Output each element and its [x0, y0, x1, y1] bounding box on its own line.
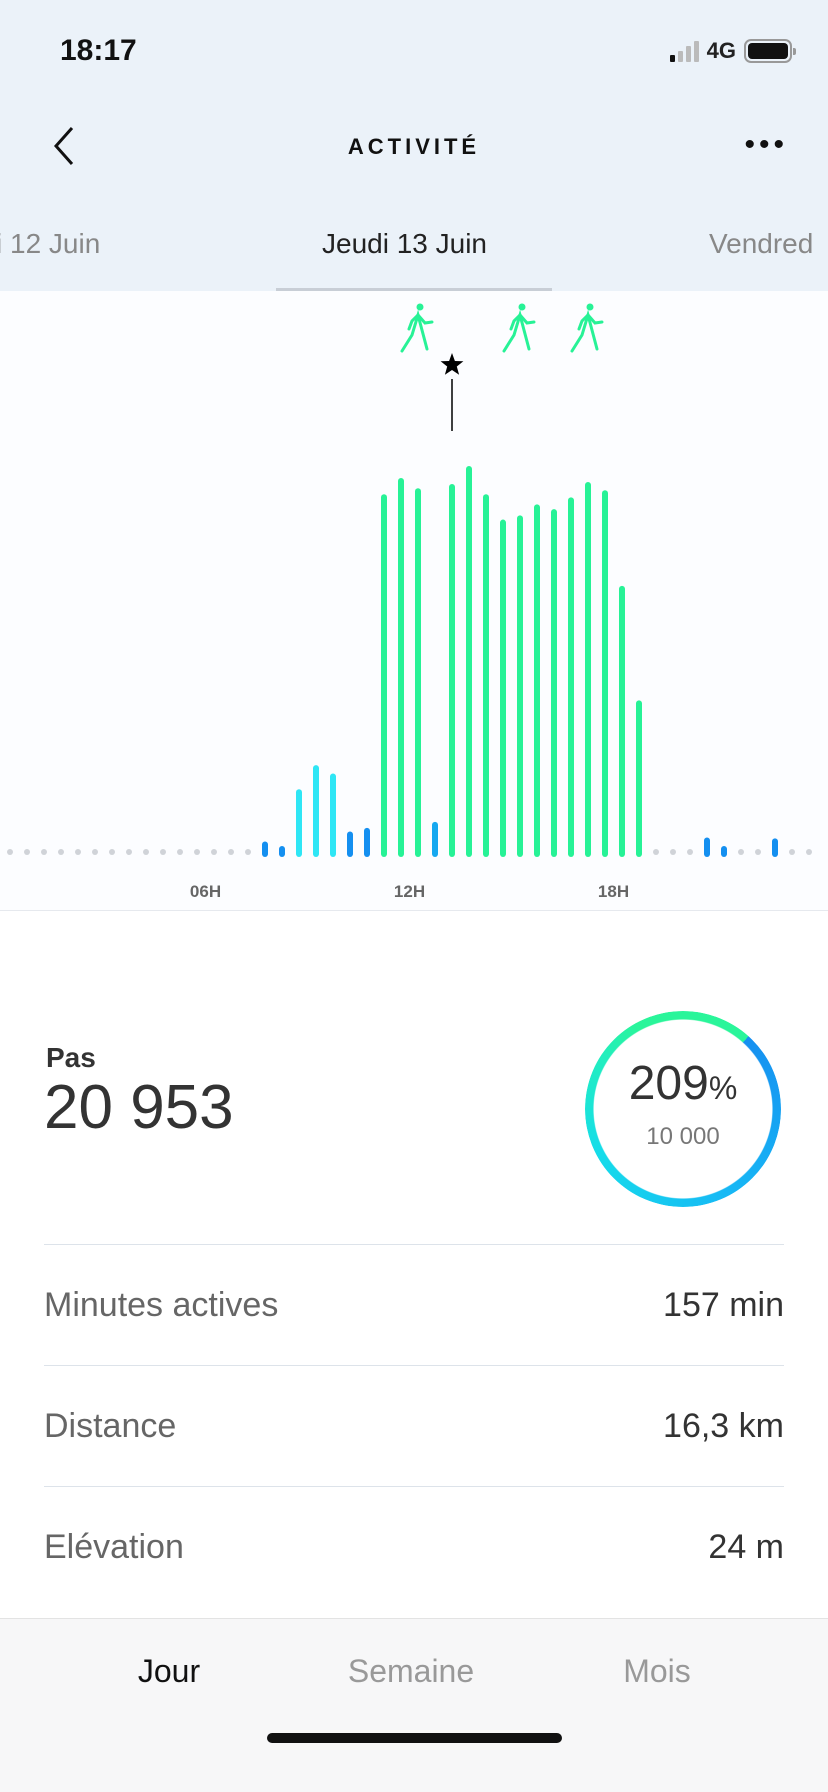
empty-slot-dot: [177, 849, 183, 855]
activity-chart[interactable]: 06H 12H 18H: [0, 291, 828, 911]
goal-percent: 209%: [585, 1056, 781, 1111]
empty-slot-dot: [670, 849, 676, 855]
x-tick-label: 06H: [190, 882, 221, 901]
empty-slot-dot: [92, 849, 98, 855]
metric-label: Elévation: [44, 1527, 184, 1566]
walk-icon: [570, 303, 604, 353]
walk-icon: [502, 303, 536, 353]
empty-slot-dot: [738, 849, 744, 855]
metric-value: 157 min: [663, 1285, 784, 1324]
tab-day[interactable]: Jour: [137, 1653, 201, 1689]
metric-label: Distance: [44, 1406, 177, 1445]
goal-percent-value: 209: [628, 1057, 709, 1110]
signal-icon: [669, 40, 699, 62]
bottom-tab-bar: Jour Semaine Mois: [0, 1618, 828, 1792]
tab-current-day[interactable]: Jeudi 13 Juin: [322, 228, 488, 259]
empty-slot-dot: [58, 849, 64, 855]
metric-row-elevation[interactable]: Elévation 24 m: [44, 1486, 784, 1607]
steps-label: Pas: [46, 1042, 96, 1073]
network-type: 4G: [706, 38, 736, 63]
status-time: 18:17: [60, 34, 137, 67]
goal-progress-ring: [585, 1011, 781, 1207]
metric-row-active-minutes[interactable]: Minutes actives 157 min: [44, 1244, 784, 1365]
metric-value: 16,3 km: [663, 1406, 784, 1445]
tab-month[interactable]: Mois: [623, 1653, 691, 1689]
battery-icon: [744, 39, 796, 63]
empty-slot-dot: [228, 849, 234, 855]
percent-sign: %: [708, 1070, 738, 1106]
star-icon: [440, 353, 464, 375]
chart-svg: 06H 12H 18H: [7, 303, 812, 901]
empty-slot-dot: [160, 849, 166, 855]
selected-tab-indicator: [276, 288, 552, 291]
empty-slot-dot: [245, 849, 251, 855]
empty-slot-dot: [41, 849, 47, 855]
empty-slot-dot: [755, 849, 761, 855]
home-indicator[interactable]: [267, 1733, 562, 1743]
goal-value: 10 000: [646, 1123, 720, 1150]
status-icons: 4G: [669, 38, 796, 64]
empty-slot-dot: [7, 849, 13, 855]
goal-ring-text: 209% 10 000: [585, 1011, 781, 1207]
empty-slot-dot: [126, 849, 132, 855]
page-title: ACTIVITÉ: [347, 134, 481, 159]
empty-slot-dot: [806, 849, 812, 855]
empty-slot-dot: [24, 849, 30, 855]
tab-previous-day[interactable]: i 12 Juin: [0, 228, 101, 259]
x-tick-label: 18H: [598, 882, 629, 901]
more-options-button[interactable]: •••: [744, 128, 788, 162]
x-tick-label: 12H: [394, 882, 425, 901]
walk-icon: [400, 303, 434, 353]
tab-week[interactable]: Semaine: [347, 1653, 475, 1689]
empty-slot-dot: [653, 849, 659, 855]
ellipsis-icon: •••: [744, 128, 788, 161]
back-button[interactable]: [44, 122, 84, 170]
empty-slot-dot: [109, 849, 115, 855]
steps-value: 20 953: [44, 1073, 234, 1142]
empty-slot-dot: [75, 849, 81, 855]
metric-row-distance[interactable]: Distance 16,3 km: [44, 1365, 784, 1486]
metric-label: Minutes actives: [44, 1285, 279, 1324]
chevron-left-icon: [53, 127, 74, 165]
metric-value: 24 m: [708, 1527, 784, 1566]
tab-next-day[interactable]: Vendred: [709, 228, 814, 259]
empty-slot-dot: [194, 849, 200, 855]
empty-slot-dot: [789, 849, 795, 855]
empty-slot-dot: [143, 849, 149, 855]
empty-slot-dot: [687, 849, 693, 855]
empty-slot-dot: [211, 849, 217, 855]
